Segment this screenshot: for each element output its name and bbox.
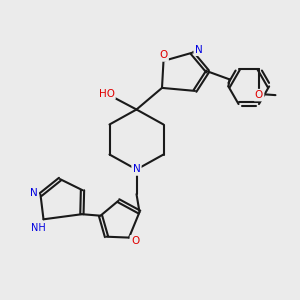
Text: O: O xyxy=(159,50,168,61)
Text: N: N xyxy=(195,45,203,55)
Text: N: N xyxy=(133,164,140,175)
Text: N: N xyxy=(30,188,38,198)
Text: O: O xyxy=(131,236,139,246)
Text: O: O xyxy=(255,90,263,100)
Text: HO: HO xyxy=(98,88,115,99)
Text: NH: NH xyxy=(31,223,46,233)
